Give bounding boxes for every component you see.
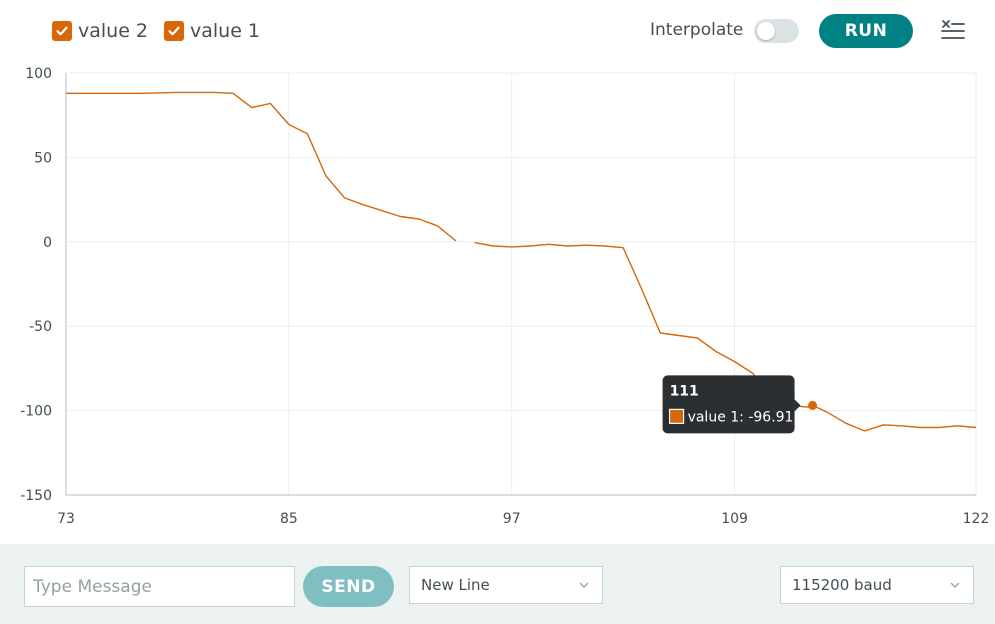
x-tick-label: 97 <box>503 511 521 527</box>
send-button[interactable]: SEND <box>303 566 394 607</box>
interpolate-toggle[interactable] <box>754 19 799 43</box>
y-tick-label: -100 <box>20 404 52 420</box>
run-button[interactable]: RUN <box>819 14 913 48</box>
baud-rate-select[interactable]: 115200 baud <box>780 566 974 604</box>
value-2-checkbox[interactable] <box>52 21 72 41</box>
tooltip-series-swatch <box>668 408 685 424</box>
tooltip-box <box>662 375 795 434</box>
chevron-down-icon <box>579 582 589 588</box>
baud-rate-value: 115200 baud <box>792 576 892 594</box>
series-line-value-1 <box>66 91 457 242</box>
toggle-knob <box>757 22 775 40</box>
chevron-down-icon <box>950 582 960 588</box>
serial-footer: SEND New Line 115200 baud <box>0 544 995 624</box>
line-chart: 100 50 0 -50 -100 -150 73 85 97 109 122 111 value 1:… <box>20 66 990 527</box>
legend-label-value-2: value 2 <box>78 20 149 42</box>
line-ending-value: New Line <box>421 576 490 594</box>
value-1-checkbox[interactable] <box>164 21 184 41</box>
y-tick-label: 0 <box>43 235 52 251</box>
line-ending-select[interactable]: New Line <box>409 566 603 604</box>
y-tick-label: -50 <box>29 319 52 335</box>
x-tick-label: 85 <box>280 511 298 527</box>
clear-list-icon[interactable] <box>938 18 968 44</box>
tooltip-title: 111 <box>670 383 699 399</box>
x-tick-label: 109 <box>721 511 748 527</box>
checkmark-icon <box>168 26 180 36</box>
message-input[interactable] <box>24 566 295 607</box>
series-line-value-1 <box>474 241 976 432</box>
legend-item-value-1[interactable]: value 1 <box>164 18 260 44</box>
x-tick-label: 122 <box>963 511 990 527</box>
tooltip-value: value 1: -96.91 <box>688 409 794 425</box>
y-tick-label: 100 <box>25 66 52 82</box>
y-tick-label: 50 <box>34 150 52 166</box>
interpolate-label: Interpolate <box>650 20 744 40</box>
y-tick-label: -150 <box>20 488 52 504</box>
x-tick-label: 73 <box>57 511 75 527</box>
plotter-toolbar: value 2 value 1 Interpolate RUN <box>0 0 995 62</box>
tooltip-caret <box>794 399 801 412</box>
hover-point <box>808 400 818 410</box>
legend-label-value-1: value 1 <box>190 20 261 42</box>
checkmark-icon <box>56 26 68 36</box>
legend-item-value-2[interactable]: value 2 <box>52 18 148 44</box>
